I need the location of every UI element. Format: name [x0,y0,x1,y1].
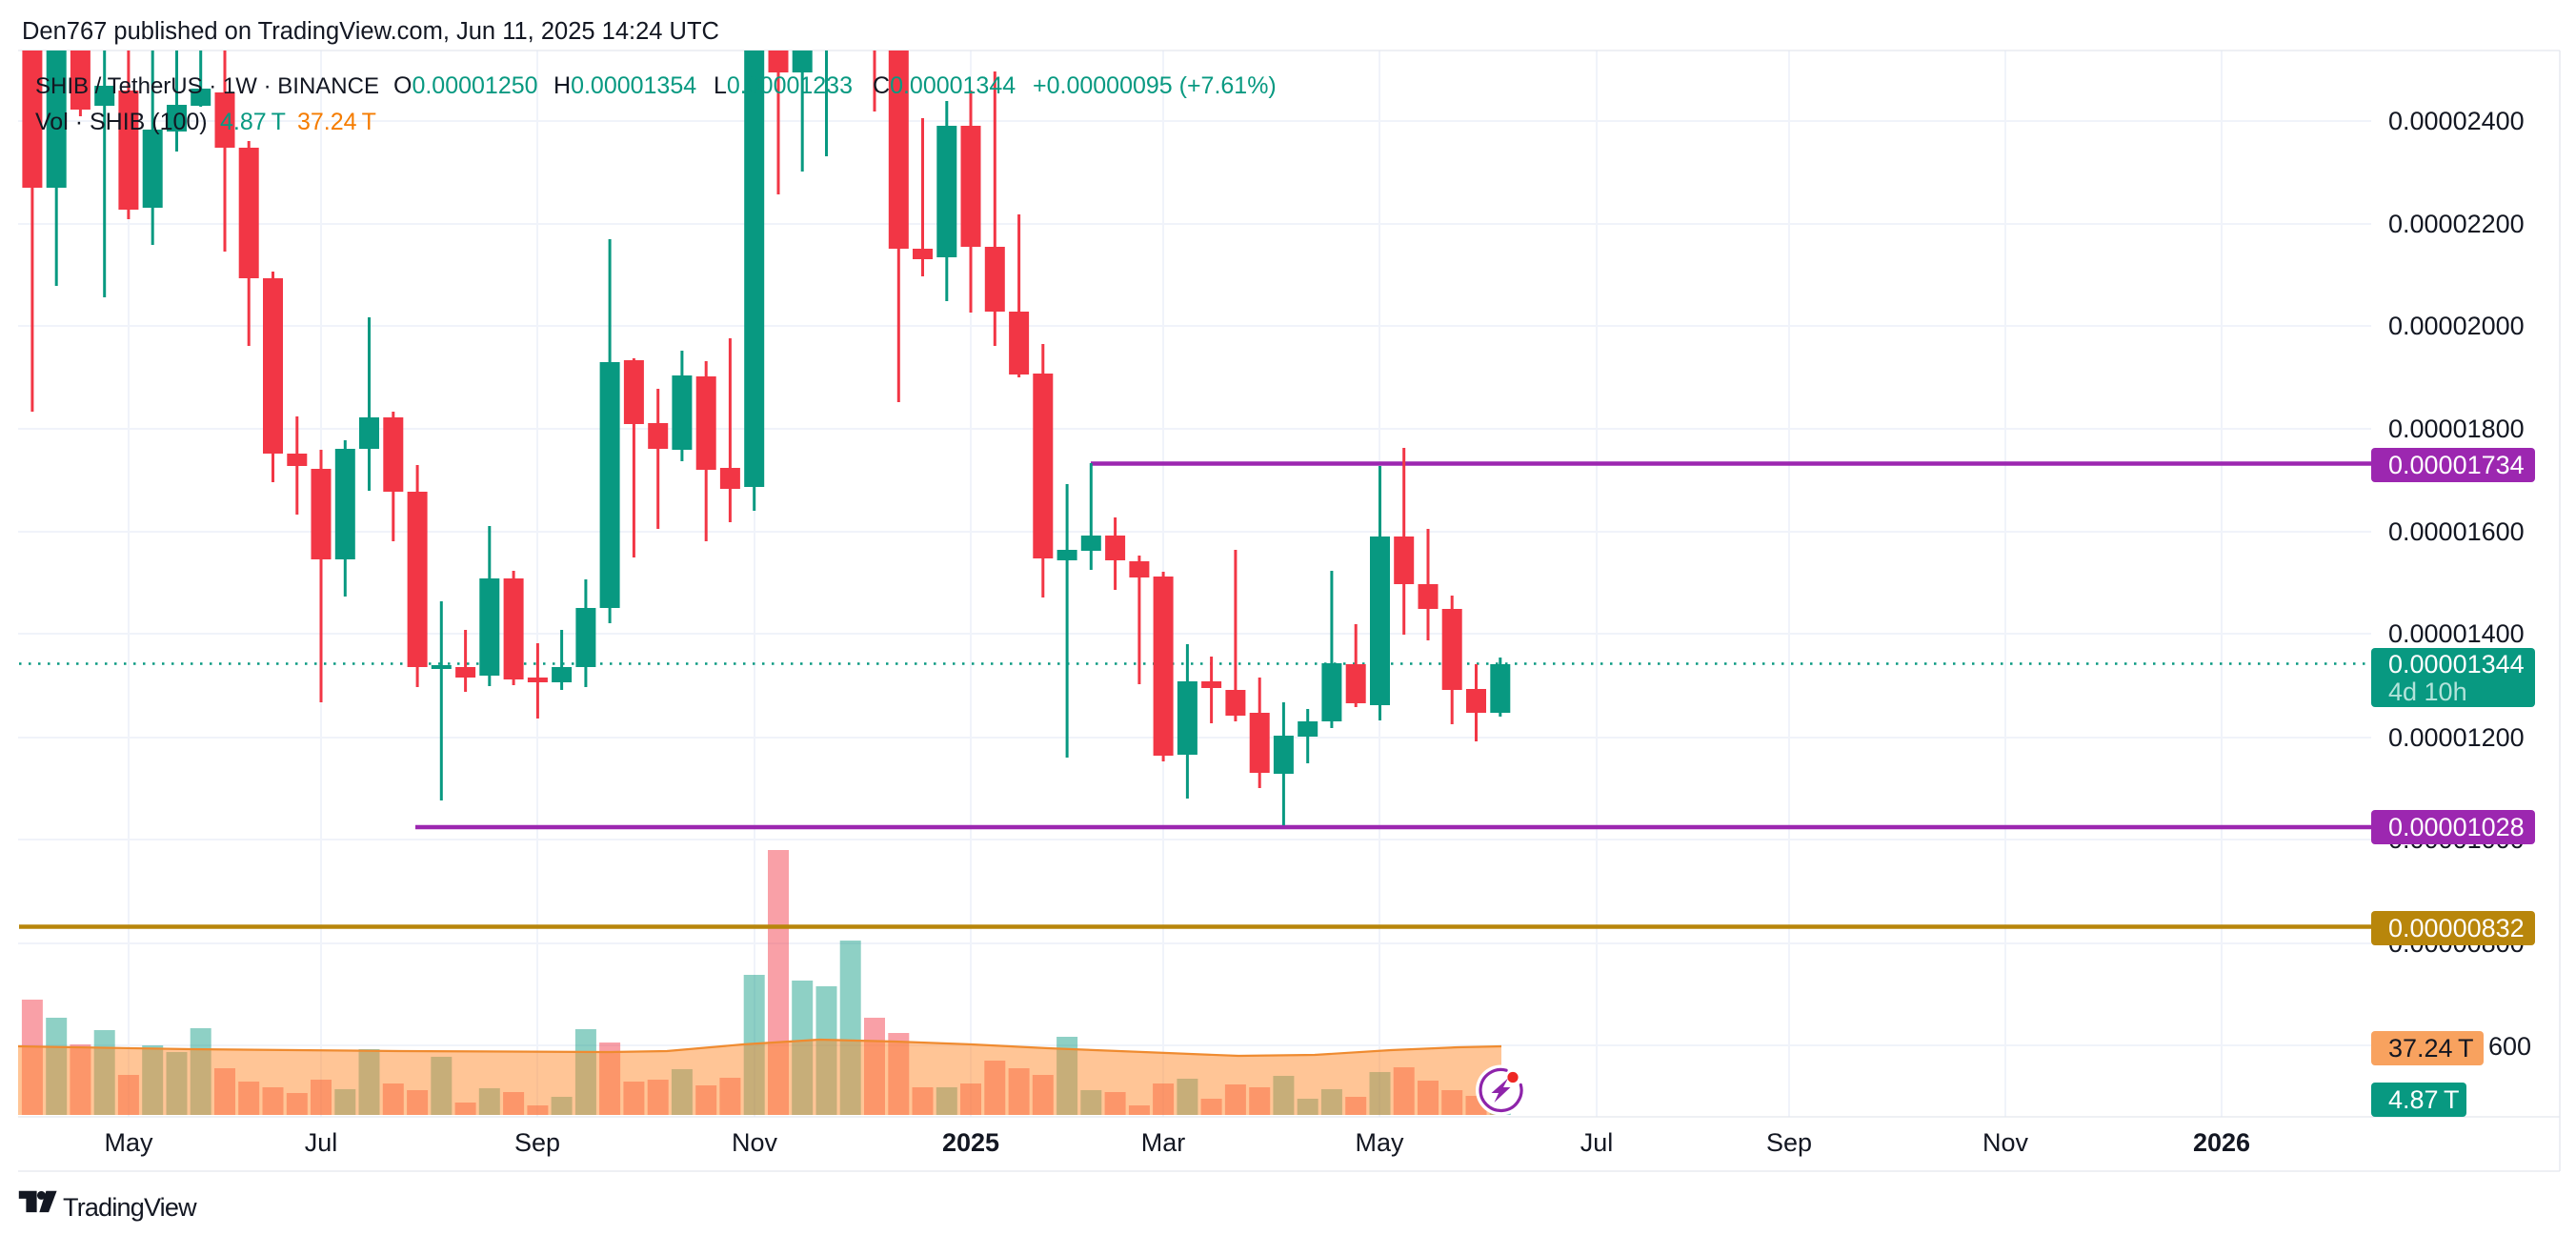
svg-text:Jul: Jul [1580,1128,1614,1157]
svg-text:4.87 T: 4.87 T [220,109,286,135]
svg-text:TradingView: TradingView [63,1193,197,1222]
svg-text:May: May [104,1128,153,1157]
svg-text:Den767 published on TradingVie: Den767 published on TradingView.com, Jun… [22,18,719,45]
svg-text:May: May [1355,1128,1404,1157]
svg-text:Sep: Sep [514,1128,560,1157]
svg-text:Vol · SHIB (100): Vol · SHIB (100) [35,109,208,135]
svg-text:Mar: Mar [1141,1128,1186,1157]
svg-text:37.24 T: 37.24 T [2388,1034,2473,1063]
svg-text:SHIB / TetherUS · 1W · BINANCE: SHIB / TetherUS · 1W · BINANCE [35,73,379,99]
svg-text:0.00001400: 0.00001400 [2388,619,2525,648]
svg-text:0.00001734: 0.00001734 [2388,451,2525,479]
svg-text:+0.00000095 (+7.61%): +0.00000095 (+7.61%) [1033,72,1277,99]
svg-text:37.24 T: 37.24 T [297,109,376,135]
svg-text:O0.00001250: O0.00001250 [393,72,538,99]
svg-text:0.00001600: 0.00001600 [2388,517,2525,546]
svg-text:2025: 2025 [942,1128,999,1157]
svg-text:C0.00001344: C0.00001344 [873,72,1016,99]
svg-text:0.00002000: 0.00002000 [2388,312,2525,340]
svg-text:4.87 T: 4.87 T [2388,1085,2459,1114]
svg-text:Nov: Nov [1982,1128,2029,1157]
svg-text:0.00001200: 0.00001200 [2388,723,2525,752]
svg-text:Jul: Jul [305,1128,338,1157]
svg-text:600: 600 [2488,1032,2531,1061]
svg-text:Nov: Nov [732,1128,778,1157]
svg-text:0.00001028: 0.00001028 [2388,813,2525,841]
svg-text:0.00001800: 0.00001800 [2388,415,2525,443]
svg-text:H0.00001354: H0.00001354 [553,72,696,99]
svg-text:0.00000832: 0.00000832 [2388,914,2525,942]
svg-text:0.00002200: 0.00002200 [2388,210,2525,238]
svg-text:L0.00001233: L0.00001233 [714,72,853,99]
svg-text:Sep: Sep [1766,1128,1812,1157]
svg-text:0.00002400: 0.00002400 [2388,107,2525,135]
svg-text:0.00001344: 0.00001344 [2388,650,2525,678]
svg-text:2026: 2026 [2193,1128,2250,1157]
svg-text:4d 10h: 4d 10h [2388,678,2467,706]
